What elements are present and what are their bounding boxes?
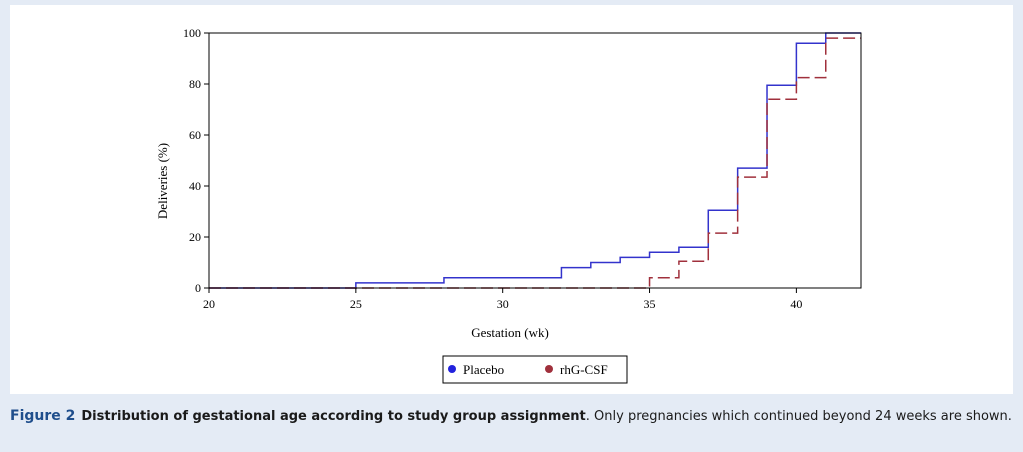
legend: Placebo rhG-CSF (442, 355, 628, 384)
caption-label: Figure 2 (10, 408, 76, 424)
caption-text: . Only pregnancies which continued beyon… (585, 409, 1012, 424)
y-axis-title: Deliveries (%) (155, 143, 170, 219)
x-axis-title: Gestation (wk) (471, 325, 549, 340)
legend-marker-rhg-csf (545, 365, 553, 373)
y-tick-label-20: 20 (189, 230, 201, 244)
x-tick-label-20: 20 (203, 297, 215, 311)
y-tick-label-40: 40 (189, 179, 201, 193)
y-tick-label-100: 100 (183, 26, 201, 40)
legend-label-rhg-csf: rhG-CSF (560, 362, 608, 377)
legend-box (442, 355, 628, 384)
y-tick-label-80: 80 (189, 77, 201, 91)
x-tick-label-35: 35 (644, 297, 656, 311)
plot-frame (208, 32, 862, 289)
legend-marker-placebo (448, 365, 456, 373)
legend-label-placebo: Placebo (463, 362, 504, 377)
x-tick-label-25: 25 (350, 297, 362, 311)
series-line-rhg-csf (209, 37, 861, 289)
x-tick-label-40: 40 (790, 297, 802, 311)
figure-caption: Figure 2 Distribution of gestational age … (10, 406, 1015, 427)
caption-title: Distribution of gestational age accordin… (81, 409, 586, 424)
x-tick-label-30: 30 (497, 297, 509, 311)
y-tick-label-0: 0 (195, 281, 201, 295)
y-tick-label-60: 60 (189, 128, 201, 142)
chart-panel: 20 25 30 35 40 0 20 40 60 80 100 Gestation (wk) De… (10, 5, 1013, 394)
series-line-placebo (209, 32, 861, 289)
